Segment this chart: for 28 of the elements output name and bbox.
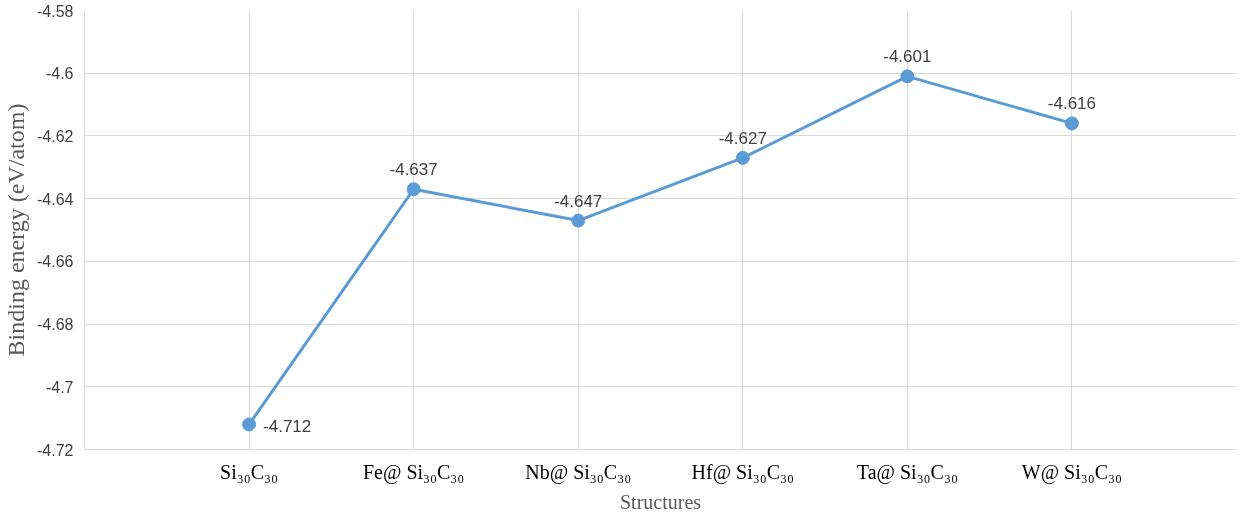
x-tick-label: Si₃₀C₃₀: [220, 460, 279, 483]
point: [406, 182, 421, 197]
y-tick-label: -4.7: [45, 378, 74, 396]
data-label: -4.712: [263, 417, 312, 437]
y-axis-title: Binding energy (eV/atom): [3, 103, 30, 357]
point: [571, 213, 586, 228]
x-axis-title: Structures: [619, 490, 702, 513]
x-tick-label: Fe@ Si₃₀C₃₀: [362, 460, 465, 484]
point: [900, 69, 915, 84]
data-label: -4.616: [1047, 94, 1097, 114]
y-tick-label: -4.64: [37, 190, 74, 208]
x-tick-label: Ta@ Si₃₀C₃₀: [856, 460, 958, 484]
x-tick-label: Nb@ Si₃₀C₃₀: [525, 460, 632, 484]
x-tick-label: Hf@ Si₃₀C₃₀: [691, 460, 795, 484]
point: [242, 417, 257, 432]
y-tick-label: -4.6: [45, 65, 74, 83]
point: [735, 150, 750, 165]
x-tick-label: W@ Si₃₀C₃₀: [1021, 460, 1123, 484]
data-label: -4.647: [554, 191, 603, 211]
point: [1064, 116, 1079, 131]
y-tick-label: -4.62: [37, 127, 74, 145]
y-tick-label: -4.66: [37, 253, 74, 271]
data-label: -4.627: [718, 128, 767, 148]
data-label: -4.637: [389, 160, 438, 180]
y-tick-label: -4.72: [37, 441, 74, 459]
y-tick-label: -4.68: [37, 316, 74, 334]
y-tick-label: -4.58: [37, 2, 74, 20]
data-label: -4.601: [883, 47, 932, 67]
